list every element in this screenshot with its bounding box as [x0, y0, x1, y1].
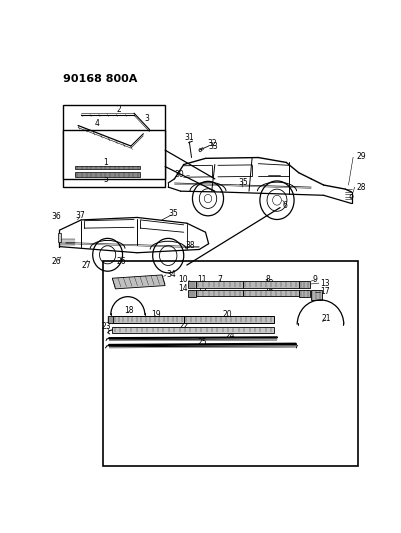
Text: 38: 38	[185, 241, 195, 250]
Text: 14: 14	[178, 285, 188, 293]
Bar	[243, 281, 299, 288]
Text: 27: 27	[81, 261, 91, 270]
Text: 3: 3	[144, 114, 149, 123]
Text: 17: 17	[320, 287, 330, 296]
Text: 6: 6	[282, 201, 287, 210]
Text: 18: 18	[125, 306, 134, 314]
Bar	[188, 281, 196, 288]
Text: 30: 30	[174, 170, 184, 179]
Bar	[112, 317, 184, 322]
Text: 28: 28	[356, 183, 366, 191]
Text: 20: 20	[223, 310, 232, 319]
Bar	[299, 281, 310, 288]
Text: 36: 36	[51, 212, 61, 221]
Text: 25: 25	[198, 338, 207, 347]
Text: 7: 7	[217, 274, 222, 284]
Bar	[75, 166, 140, 169]
Text: 32: 32	[207, 139, 217, 148]
Text: 37: 37	[76, 211, 85, 220]
Bar	[63, 105, 165, 187]
Bar	[196, 290, 243, 296]
Bar	[243, 290, 299, 296]
Text: 22: 22	[179, 321, 188, 330]
Text: 29: 29	[356, 152, 366, 161]
Bar	[196, 281, 243, 288]
Bar	[107, 316, 113, 324]
Text: 23: 23	[102, 322, 111, 331]
Bar	[184, 317, 274, 322]
Bar	[103, 261, 358, 466]
Text: 4: 4	[94, 119, 99, 128]
Text: 35: 35	[238, 179, 248, 188]
Bar	[58, 233, 61, 242]
Text: 12: 12	[265, 279, 274, 288]
Text: 24: 24	[225, 331, 235, 340]
Text: 35: 35	[168, 209, 178, 218]
Bar	[63, 130, 165, 179]
Text: 26: 26	[117, 257, 126, 266]
Bar	[112, 327, 274, 333]
Text: 9: 9	[313, 274, 318, 284]
Bar	[188, 290, 196, 297]
Text: 15: 15	[198, 285, 207, 293]
Text: 26: 26	[51, 257, 61, 266]
Bar	[299, 290, 310, 297]
Text: 2: 2	[116, 106, 121, 115]
Text: 13: 13	[320, 279, 330, 288]
Text: 33: 33	[208, 142, 218, 151]
Text: 90168 800A: 90168 800A	[63, 74, 137, 84]
Text: 16: 16	[264, 287, 274, 296]
Polygon shape	[112, 275, 165, 289]
Bar	[310, 290, 322, 300]
Text: 21: 21	[322, 314, 332, 323]
Text: 19: 19	[151, 310, 161, 319]
Text: 8: 8	[265, 274, 270, 284]
Text: 11: 11	[198, 276, 207, 284]
Text: 5: 5	[103, 175, 109, 184]
Text: 10: 10	[178, 276, 188, 284]
Bar	[75, 172, 140, 177]
Text: 34: 34	[167, 270, 176, 279]
Text: 31: 31	[184, 133, 194, 142]
Text: 1: 1	[104, 158, 108, 167]
